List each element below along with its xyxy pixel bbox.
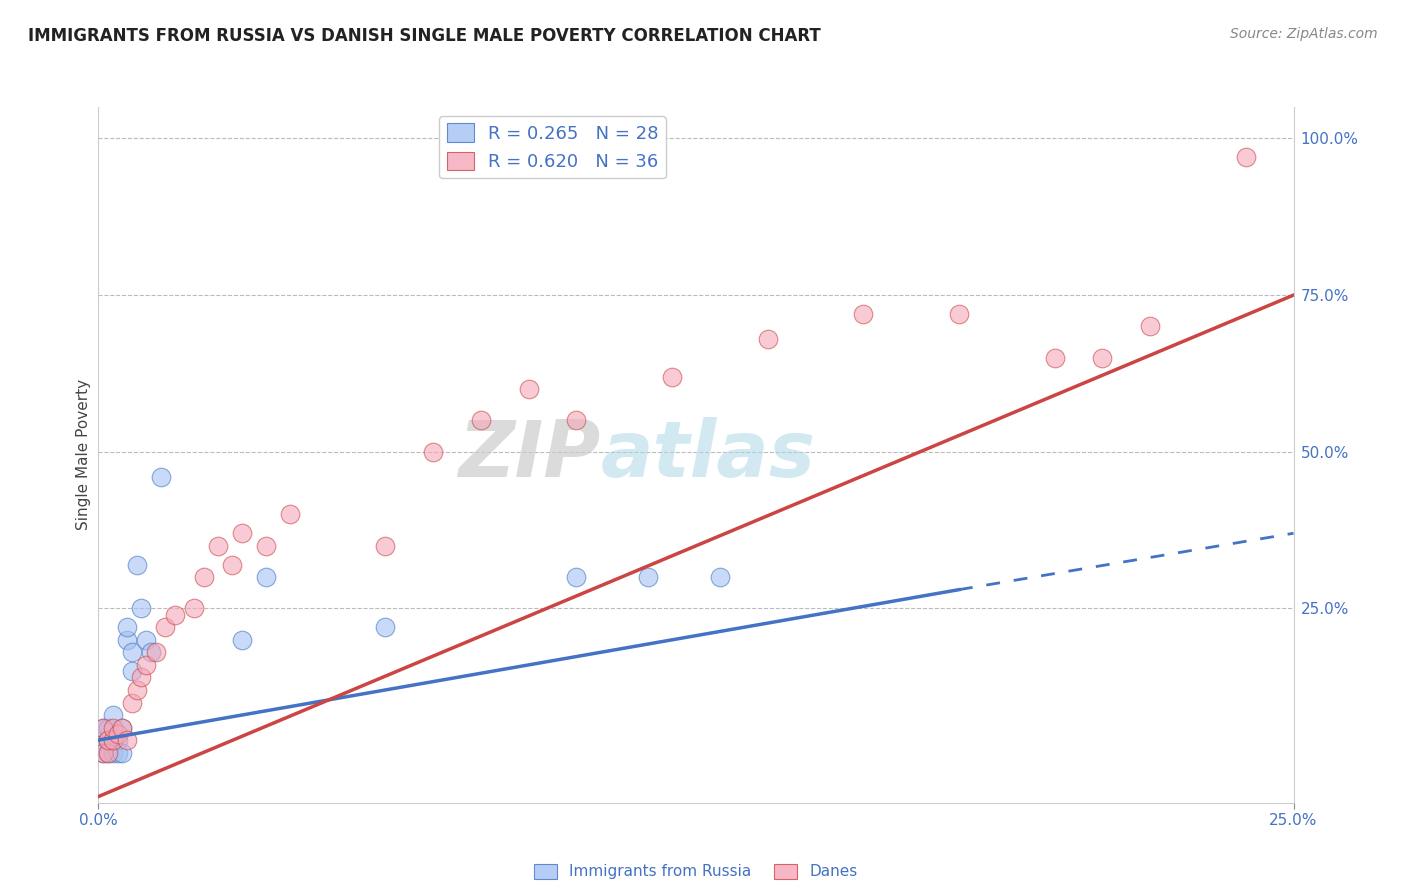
Point xyxy=(115,733,138,747)
Y-axis label: Single Male Poverty: Single Male Poverty xyxy=(76,379,91,531)
Point xyxy=(852,307,875,321)
Point xyxy=(145,645,167,659)
Point xyxy=(111,721,134,735)
Text: Source: ZipAtlas.com: Source: ZipAtlas.com xyxy=(1230,27,1378,41)
Point xyxy=(756,332,779,346)
Point xyxy=(565,413,588,427)
Point xyxy=(1091,351,1114,365)
Legend: Immigrants from Russia, Danes: Immigrants from Russia, Danes xyxy=(529,857,863,886)
Point xyxy=(101,733,124,747)
Point xyxy=(91,746,114,760)
Point xyxy=(125,683,148,698)
Point xyxy=(637,570,659,584)
Point xyxy=(101,746,124,760)
Point xyxy=(231,632,253,647)
Point xyxy=(1234,150,1257,164)
Point xyxy=(139,645,162,659)
Point xyxy=(254,539,277,553)
Point xyxy=(155,620,177,634)
Point xyxy=(111,746,134,760)
Point xyxy=(221,558,243,572)
Point xyxy=(254,570,277,584)
Point xyxy=(97,733,120,747)
Point xyxy=(565,570,588,584)
Point xyxy=(97,746,120,760)
Point xyxy=(183,601,205,615)
Point xyxy=(121,664,143,678)
Point xyxy=(107,746,129,760)
Text: ZIP: ZIP xyxy=(458,417,600,493)
Point xyxy=(131,601,153,615)
Point xyxy=(193,570,215,584)
Point xyxy=(101,708,124,723)
Point xyxy=(1043,351,1066,365)
Point xyxy=(422,444,444,458)
Point xyxy=(131,670,153,684)
Point xyxy=(91,721,114,735)
Point xyxy=(125,558,148,572)
Point xyxy=(97,733,120,747)
Point xyxy=(135,632,157,647)
Point xyxy=(111,721,134,735)
Point xyxy=(661,369,683,384)
Point xyxy=(115,632,138,647)
Point xyxy=(709,570,731,584)
Point xyxy=(107,727,129,741)
Point xyxy=(97,721,120,735)
Point xyxy=(374,539,396,553)
Point xyxy=(135,657,157,672)
Point xyxy=(1139,319,1161,334)
Point xyxy=(149,470,172,484)
Point xyxy=(97,746,120,760)
Point xyxy=(107,733,129,747)
Point xyxy=(91,733,114,747)
Point xyxy=(115,620,138,634)
Point xyxy=(470,413,492,427)
Point xyxy=(91,721,114,735)
Point xyxy=(121,696,143,710)
Point xyxy=(231,526,253,541)
Point xyxy=(91,746,114,760)
Point xyxy=(207,539,229,553)
Point xyxy=(948,307,970,321)
Point xyxy=(278,508,301,522)
Point xyxy=(374,620,396,634)
Point xyxy=(101,721,124,735)
Text: atlas: atlas xyxy=(600,417,815,493)
Point xyxy=(517,382,540,396)
Point xyxy=(163,607,186,622)
Text: IMMIGRANTS FROM RUSSIA VS DANISH SINGLE MALE POVERTY CORRELATION CHART: IMMIGRANTS FROM RUSSIA VS DANISH SINGLE … xyxy=(28,27,821,45)
Point xyxy=(121,645,143,659)
Point xyxy=(101,733,124,747)
